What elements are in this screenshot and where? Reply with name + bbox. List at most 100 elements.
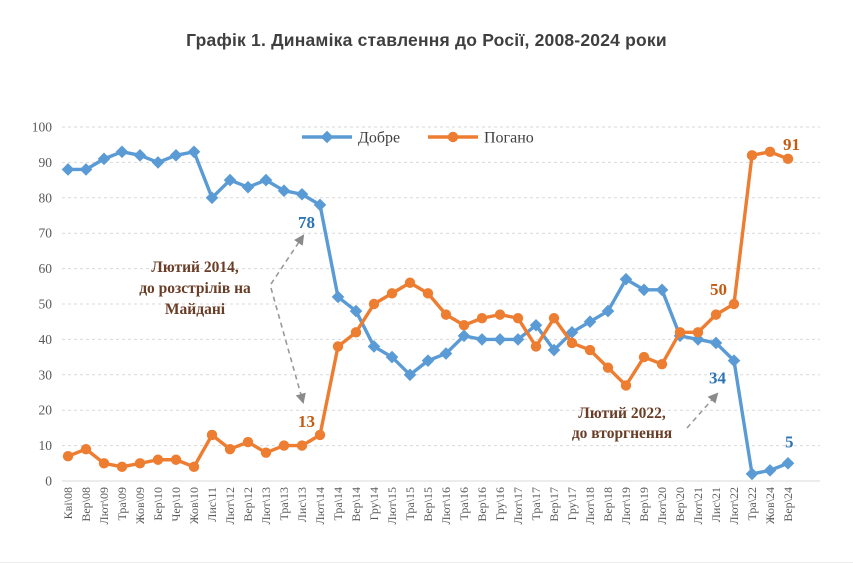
circle-marker [116, 461, 128, 473]
diamond-marker [187, 145, 201, 159]
circle-marker [260, 447, 272, 458]
x-tick-label: Лют\21 [691, 487, 705, 525]
diamond-marker [61, 163, 75, 176]
x-tick-label: Жов\10 [187, 487, 201, 524]
diamond-marker [529, 318, 543, 332]
x-tick-label: Кві\08 [61, 487, 75, 519]
legend: Добре Погано [302, 130, 534, 147]
y-tick-label: 30 [39, 367, 53, 382]
x-tick-label: Вер\16 [475, 487, 489, 522]
circle-marker [620, 380, 632, 391]
circle-marker [296, 440, 308, 451]
circle-marker [314, 429, 326, 441]
legend-item-pohano: Погано [428, 130, 534, 147]
annotation-maidan: Лютий 2014, до розстрілів на Майдані [139, 259, 251, 318]
circle-marker [224, 443, 236, 455]
chart-title: Графік 1. Динаміка ставлення до Росії, 2… [186, 30, 667, 50]
legend-label: Добре [358, 130, 400, 147]
x-tick-label: Вер\08 [79, 487, 93, 522]
point-label-5: 5 [785, 432, 794, 451]
diamond-marker [205, 191, 219, 205]
x-tick-label: Вер\19 [637, 487, 651, 522]
x-tick-label: Тра\22 [745, 487, 759, 521]
y-tick-label: 10 [39, 438, 53, 453]
x-tick-label: Чер\10 [169, 487, 183, 521]
circle-marker [386, 288, 398, 299]
diamond-marker [313, 198, 327, 212]
diamond-marker [493, 333, 507, 346]
circle-marker [440, 309, 452, 320]
diamond-marker [403, 368, 417, 382]
diamond-marker [457, 329, 471, 343]
series-pohano [62, 146, 794, 473]
point-label-34: 34 [709, 369, 727, 388]
x-tick-label: Лют\13 [259, 487, 273, 525]
x-axis-labels: Кві\08 Вер\08 Лют\09 Тра\09 Жов\09 Бер\10 Чер\… [61, 487, 795, 525]
y-tick-label: 90 [39, 155, 53, 170]
circle-marker [368, 298, 380, 310]
point-label-91: 91 [783, 135, 800, 154]
x-tick-label: Тра\13 [277, 487, 291, 521]
circle-marker [530, 341, 542, 352]
x-tick-label: Гру\14 [367, 487, 381, 520]
x-tick-label: Лис\13 [295, 487, 309, 522]
circle-marker [350, 327, 362, 338]
circle-marker [98, 458, 110, 469]
circle-marker [674, 327, 686, 338]
point-label-50: 50 [710, 280, 727, 299]
x-tick-label: Гру\16 [493, 487, 507, 520]
x-tick-label: Вер\18 [601, 487, 615, 522]
diamond-marker [691, 333, 705, 346]
diamond-marker [367, 340, 381, 353]
x-tick-label: Вер\24 [781, 487, 795, 522]
circle-marker [728, 298, 740, 310]
x-tick-label: Лют\09 [97, 487, 111, 525]
annotation-line: Майдані [165, 301, 226, 318]
circle-marker [242, 436, 254, 448]
x-tick-label: Вер\14 [349, 487, 363, 522]
x-tick-label: Лют\18 [583, 487, 597, 525]
circle-marker [782, 153, 794, 165]
x-tick-label: Вер\15 [421, 487, 435, 522]
circle-marker [62, 451, 74, 462]
x-tick-label: Лют\15 [385, 487, 399, 525]
circle-marker [404, 277, 416, 288]
x-tick-label: Лис\21 [709, 487, 723, 522]
y-tick-label: 50 [39, 297, 53, 312]
diamond-marker [223, 173, 237, 187]
circle-marker [476, 312, 488, 324]
diamond-marker [637, 283, 651, 297]
annotation-line: Лютий 2014, [151, 259, 239, 276]
diamond-marker [565, 326, 579, 339]
x-tick-label: Лют\17 [511, 487, 525, 525]
diamond-marker [727, 354, 741, 367]
circle-marker [512, 312, 524, 324]
annotation-arrow [270, 234, 305, 285]
diamond-marker [241, 180, 255, 194]
diamond-marker [133, 149, 147, 162]
x-tick-label: Вер\12 [241, 487, 255, 522]
legend-item-dobre: Добре [302, 130, 400, 147]
x-tick-label: Тра\09 [115, 487, 129, 521]
circle-marker [447, 131, 459, 143]
x-tick-label: Лют\22 [727, 487, 741, 525]
gridlines [62, 126, 820, 482]
y-axis-labels: 0 10 20 30 40 50 60 70 80 90 100 [32, 120, 53, 489]
annotation-line: до вторгнення [572, 425, 672, 442]
point-label-78: 78 [298, 213, 315, 232]
circle-marker [494, 309, 506, 320]
diamond-marker [349, 304, 363, 318]
circle-marker [152, 454, 164, 465]
diamond-marker [277, 184, 291, 198]
x-tick-label: Жов\24 [763, 487, 777, 524]
circle-marker [458, 320, 470, 331]
x-tick-label: Жов\09 [133, 487, 147, 524]
circle-marker [710, 309, 722, 320]
diamond-marker [385, 350, 399, 364]
y-tick-label: 20 [39, 403, 53, 418]
annotation-arrow [270, 287, 306, 405]
diamond-marker [547, 343, 561, 357]
diamond-marker [421, 354, 435, 367]
diamond-marker [781, 457, 795, 470]
